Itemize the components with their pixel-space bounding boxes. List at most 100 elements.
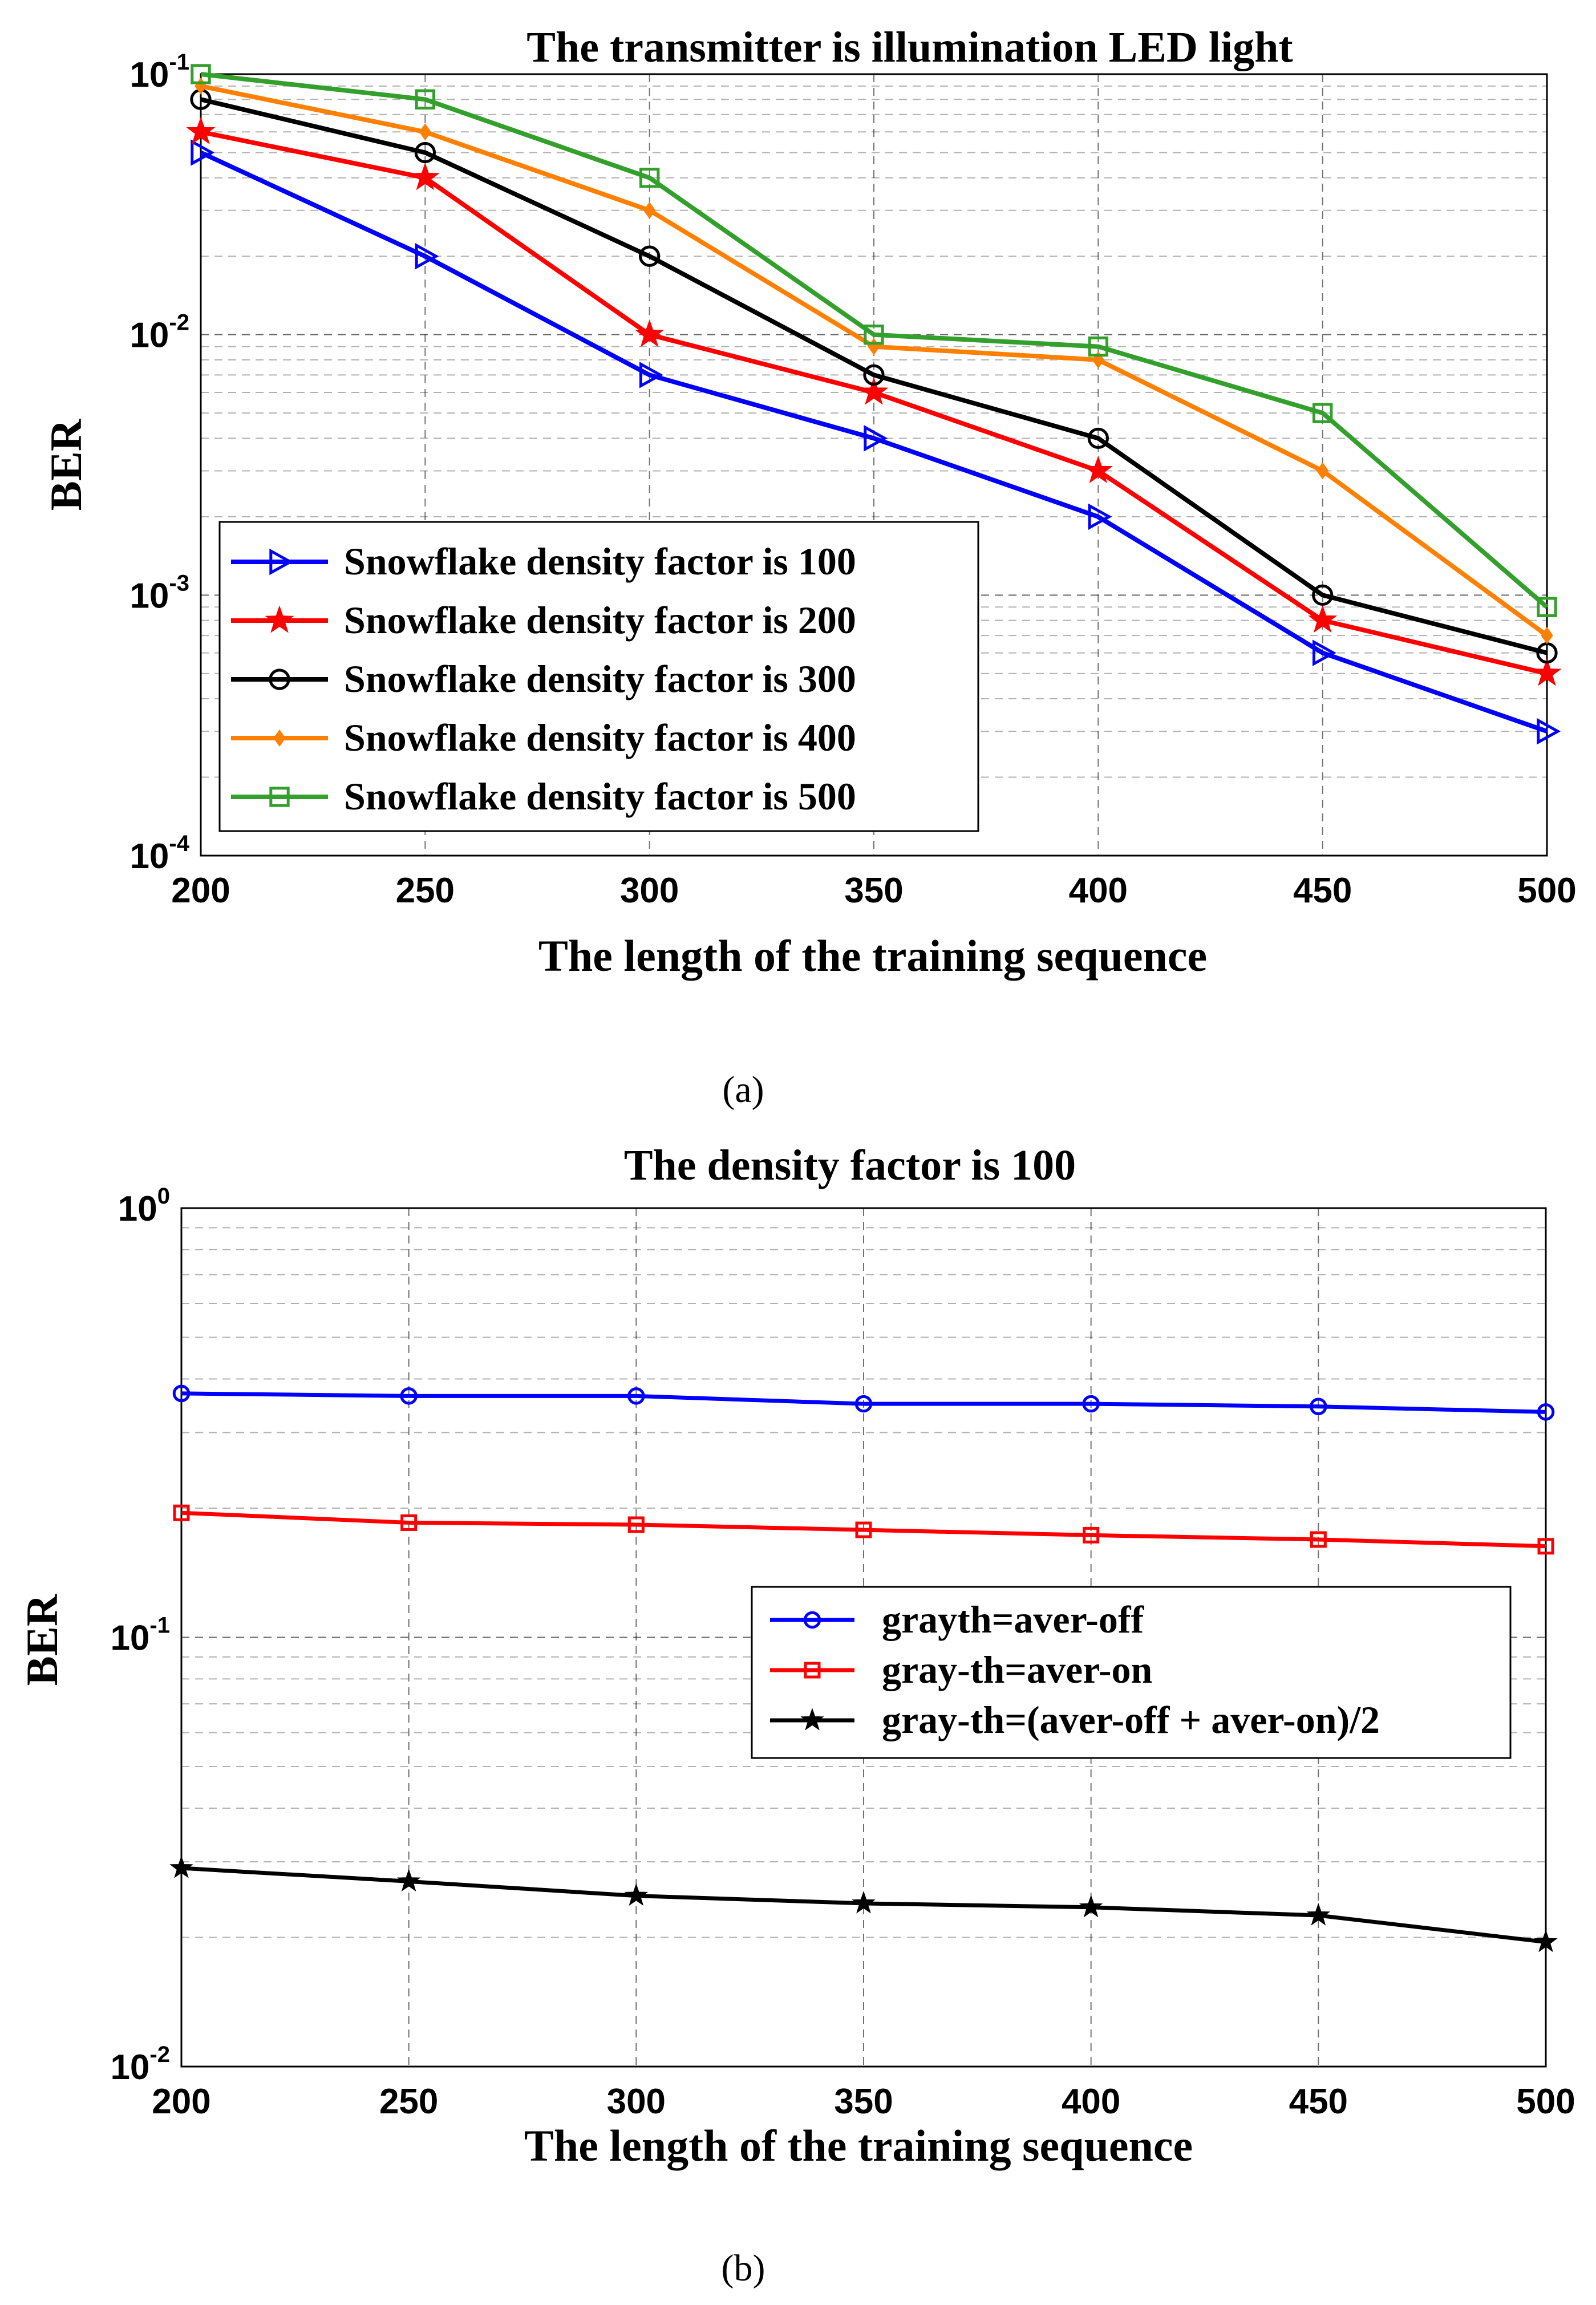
chart-a-ytick-label: 10-2 <box>129 310 189 355</box>
chart-b-ytick-label: 10-2 <box>110 2042 170 2087</box>
chart-a-series-2-point <box>1532 658 1562 686</box>
chart-a-series-4-point <box>1541 627 1553 645</box>
chart-a-series-5-point <box>1537 597 1557 617</box>
chart-a-title: The transmitter is illumination LED ligh… <box>526 23 1293 71</box>
chart-a-series-5-point <box>1088 336 1109 357</box>
chart-a-series-2-point <box>410 162 440 191</box>
chart-a-series-line-3 <box>200 97 1548 655</box>
chart-b-series-3-point <box>624 1883 649 1906</box>
chart-a-series-2-point <box>635 319 665 347</box>
chart-b-series-2-point <box>1537 1538 1554 1555</box>
chart-b-series-2-point <box>400 1514 418 1531</box>
chart-a-legend-marker-3 <box>269 669 290 690</box>
chart-b-xtick-label: 450 <box>1289 2082 1348 2121</box>
chart-a-xtick-label: 250 <box>396 871 455 910</box>
chart-a-series-line-5 <box>200 72 1549 609</box>
chart-a-series-3-point <box>639 245 661 267</box>
chart-a-legend-box <box>218 521 979 832</box>
chart-a-series-1-point <box>1312 639 1336 666</box>
chart-b-series-3-point <box>1534 1929 1558 1952</box>
chart-b-legend-label-2: gray-th=aver-on <box>882 1648 1152 1691</box>
chart-b-series-1-point <box>1082 1395 1100 1413</box>
chart-a-series-3-point <box>863 364 885 386</box>
chart-b-series-3-point <box>1306 1903 1331 1926</box>
chart-b-legend-marker-1 <box>803 1611 821 1629</box>
chart-b-legend-box <box>751 1586 1512 1759</box>
chart-a-series-1-point <box>191 139 215 166</box>
chart-a-xtick-label: 300 <box>620 871 679 910</box>
chart-a-series-5-point <box>639 168 660 188</box>
chart-a-series-5-point <box>864 324 884 345</box>
chart-b-caption: (b) <box>722 2247 765 2289</box>
chart-b-series-1-point <box>1537 1403 1555 1421</box>
chart-b-xtick-label: 400 <box>1062 2082 1120 2121</box>
chart-a-legend-marker-5 <box>269 787 290 807</box>
chart-a-xtick-label: 350 <box>844 871 903 910</box>
chart-b-xtick-label: 250 <box>379 2082 438 2121</box>
chart-b-series-line-2 <box>181 1510 1546 1549</box>
chart-a-series-1-point <box>639 362 663 388</box>
chart-a-series-2-point <box>859 377 889 405</box>
chart-a-series-1-point <box>1537 718 1561 745</box>
chart-a-xtick-label: 200 <box>171 871 230 910</box>
chart-a-series-1-point <box>864 425 888 452</box>
chart-a-xlabel: The length of the training sequence <box>538 931 1207 981</box>
chart-a-caption: (a) <box>722 1069 764 1111</box>
chart-b-xlabel: The length of the training sequence <box>524 2121 1193 2170</box>
chart-a-legend-label-1: Snowflake density factor is 100 <box>344 540 856 583</box>
chart-a-ytick-label: 10-1 <box>129 50 189 95</box>
chart-a-legend-marker-2 <box>265 605 294 633</box>
chart-b-ylabel: BER <box>17 1593 67 1686</box>
chart-a-xtick-label: 400 <box>1069 871 1128 910</box>
chart-a-series-4-point <box>1316 462 1329 480</box>
chart-a-plot-frame <box>200 73 1548 857</box>
chart-b-xtick-label: 200 <box>152 2082 210 2121</box>
chart-a-series-5-point <box>415 89 436 110</box>
chart-b-xtick-label: 500 <box>1516 2082 1575 2121</box>
chart-a-series-4-point <box>419 123 432 141</box>
chart-b-legend: grayth=aver-off gray-th=aver-on gray-th=(a… <box>751 1586 1512 1759</box>
chart-a-ytick-label: 10-3 <box>129 570 189 615</box>
chart-b-xtick-label: 350 <box>834 2082 893 2121</box>
chart-b-series-3-point <box>852 1891 876 1914</box>
chart-a-series-1-point <box>1088 503 1112 530</box>
chart-b-series-1-point <box>172 1384 191 1403</box>
chart-b-legend-label-3: gray-th=(aver-off + aver-on)/2 <box>882 1698 1380 1741</box>
chart-a-series-2-point <box>1083 455 1113 484</box>
chart-a-legend-marker-1 <box>269 548 294 576</box>
chart-a-ytick-label: 10-4 <box>129 831 189 876</box>
chart-b-ytick-label: 100 <box>118 1184 170 1229</box>
chart-a-legend: Snowflake density factor is 100 Snowflake… <box>218 521 979 832</box>
chart-b-title: The density factor is 100 <box>624 1141 1076 1189</box>
chart-b-series-2-point <box>855 1521 872 1538</box>
chart-a-series-5-point <box>1312 403 1333 423</box>
chart-a-series-5-point <box>191 64 211 84</box>
chart-b-ytick-label: 10-1 <box>110 1613 170 1658</box>
chart-a-series-4-point <box>1092 351 1105 368</box>
chart-a-ylabel: BER <box>41 418 91 511</box>
chart-a-series-2-point <box>1308 605 1338 633</box>
chart-a-legend-label-4: Snowflake density factor is 400 <box>344 716 856 759</box>
chart-b-series-3-point <box>1079 1894 1103 1918</box>
chart-b-series-2-point <box>1310 1531 1327 1548</box>
chart-a-legend-label-3: Snowflake density factor is 300 <box>344 657 856 700</box>
chart-a-series-2-point <box>186 116 216 144</box>
chart-a-legend-label-2: Snowflake density factor is 200 <box>344 598 856 642</box>
chart-a-legend-marker-4 <box>273 729 286 747</box>
chart-b: 200 250 300 350 400 450 500 100 10-1 10-2 The de… <box>17 1141 1575 2289</box>
chart-a-series-line-1 <box>200 150 1548 734</box>
chart-a-legend-label-5: Snowflake density factor is 500 <box>344 775 856 818</box>
chart-b-series-2-point <box>173 1504 190 1521</box>
chart-b-plot-frame <box>180 1207 1547 2068</box>
chart-b-series-line-1 <box>181 1391 1546 1414</box>
chart-b-series-3-point <box>169 1856 193 1878</box>
chart-b-series-3-point <box>396 1869 421 1892</box>
chart-a-series-4-point <box>643 201 656 219</box>
chart-a: 200 250 300 350 400 450 500 10-1 10-2 10-3 10-4 T… <box>41 23 1577 1111</box>
chart-b-series-1-point <box>400 1387 418 1405</box>
chart-a-series-3-point <box>1312 584 1334 606</box>
chart-b-legend-label-1: grayth=aver-off <box>882 1598 1145 1641</box>
chart-b-series-1-point <box>854 1395 873 1413</box>
chart-b-series-1-point <box>1310 1397 1327 1416</box>
